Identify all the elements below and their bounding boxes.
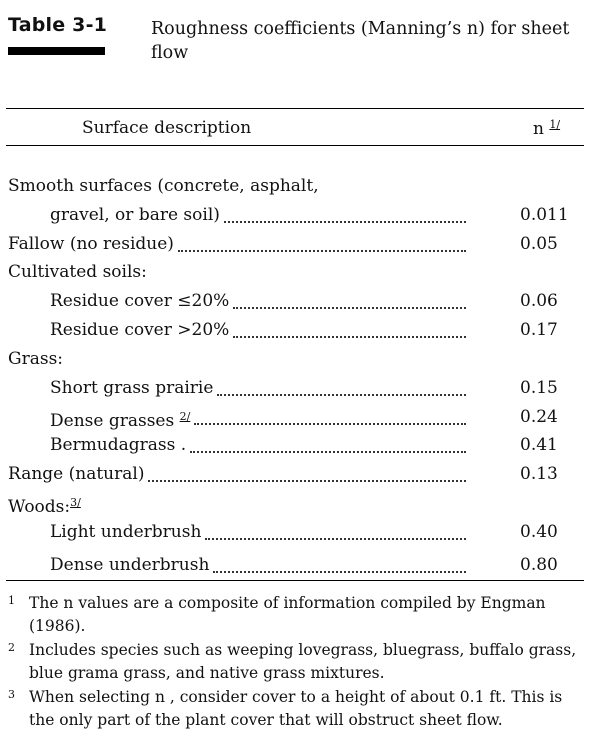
table-label: Table 3-1 bbox=[8, 14, 108, 36]
table-row: Cultivated soils: bbox=[8, 258, 584, 286]
footnote-number: 3 bbox=[8, 688, 15, 701]
leader-dots bbox=[224, 220, 466, 223]
leader-dots bbox=[213, 570, 466, 573]
leader-dots bbox=[233, 306, 466, 309]
footnote-1-link[interactable]: 1/ bbox=[549, 118, 561, 131]
row-value: 0.06 bbox=[520, 291, 558, 311]
row-description: Dense grasses 2/ bbox=[50, 403, 190, 431]
row-description: Residue cover ≤20% bbox=[50, 291, 230, 311]
leader-dots bbox=[178, 249, 466, 252]
row-description: gravel, or bare soil) bbox=[50, 205, 220, 225]
table-row: Dense grasses 2/0.24 bbox=[8, 403, 584, 431]
footnote-item: 1 The n values are a composite of informa… bbox=[8, 592, 584, 638]
table-row: Short grass prairie 0.15 bbox=[8, 374, 584, 402]
row-description-text: Woods: bbox=[8, 497, 71, 517]
table-label-bar bbox=[8, 47, 105, 55]
header-rule bbox=[6, 145, 584, 146]
row-value: 0.05 bbox=[520, 234, 558, 254]
table-row: Smooth surfaces (concrete, asphalt, bbox=[8, 172, 584, 200]
footnote-3-link[interactable]: 3/ bbox=[70, 496, 81, 509]
row-value: 0.17 bbox=[520, 320, 558, 340]
leader-dots bbox=[205, 537, 466, 540]
row-value: 0.80 bbox=[520, 555, 558, 575]
row-description: Short grass prairie bbox=[50, 378, 214, 398]
footnote-text: When selecting n , consider cover to a h… bbox=[29, 688, 563, 729]
row-description: Light underbrush bbox=[50, 522, 202, 542]
leader-dots bbox=[148, 479, 466, 482]
footnote-number: 1 bbox=[8, 594, 15, 607]
footnote-text: Includes species such as weeping lovegra… bbox=[29, 641, 577, 682]
row-description: Woods:3/ bbox=[8, 489, 81, 517]
row-value: 0.40 bbox=[520, 522, 558, 542]
row-description: Dense underbrush bbox=[50, 555, 210, 575]
row-description: Cultivated soils: bbox=[8, 262, 147, 282]
leader-dots bbox=[233, 335, 466, 338]
row-value: 0.24 bbox=[520, 407, 558, 427]
row-description: Range (natural) bbox=[8, 464, 145, 484]
footnote-text: The n values are a composite of informat… bbox=[29, 594, 546, 635]
table-row: Bermudagrass . 0.41 bbox=[8, 431, 584, 459]
table-row: Light underbrush 0.40 bbox=[8, 518, 584, 546]
row-value: 0.011 bbox=[520, 205, 569, 225]
row-description-text: Dense grasses bbox=[50, 411, 175, 431]
top-rule bbox=[6, 108, 584, 109]
table-row: Grass: bbox=[8, 345, 584, 373]
table-title: Roughness coefficients (Manning’s n) for… bbox=[151, 19, 570, 63]
row-description: Smooth surfaces (concrete, asphalt, bbox=[8, 176, 319, 196]
column-header-description: Surface description bbox=[82, 118, 252, 138]
bottom-rule bbox=[6, 580, 584, 581]
footnotes: 1 The n values are a composite of informa… bbox=[8, 592, 584, 733]
row-description: Residue cover >20% bbox=[50, 320, 230, 340]
table-row: Range (natural) 0.13 bbox=[8, 460, 584, 488]
column-header-n-text: n bbox=[533, 119, 544, 139]
row-description: Fallow (no residue) bbox=[8, 234, 174, 254]
row-value: 0.15 bbox=[520, 378, 558, 398]
footnote-number: 2 bbox=[8, 641, 15, 654]
footnote-2-link[interactable]: 2/ bbox=[179, 410, 191, 423]
table-row: Dense underbrush 0.80 bbox=[8, 551, 584, 579]
leader-dots bbox=[194, 422, 466, 425]
row-description: Bermudagrass . bbox=[50, 435, 187, 455]
row-value: 0.41 bbox=[520, 435, 558, 455]
row-value: 0.13 bbox=[520, 464, 558, 484]
table-row: Residue cover >20% 0.17 bbox=[8, 316, 584, 344]
column-header-n: n 1/ bbox=[533, 118, 560, 139]
table-row: Fallow (no residue) 0.05 bbox=[8, 230, 584, 258]
footnote-item: 3 When selecting n , consider cover to a … bbox=[8, 686, 584, 732]
row-description: Grass: bbox=[8, 349, 64, 369]
table-row: gravel, or bare soil) 0.011 bbox=[8, 201, 584, 229]
table-row: Woods:3/ bbox=[8, 489, 584, 517]
leader-dots bbox=[190, 450, 466, 453]
table-row: Residue cover ≤20% 0.06 bbox=[8, 287, 584, 315]
footnote-item: 2 Includes species such as weeping lovegr… bbox=[8, 639, 584, 685]
leader-dots bbox=[217, 393, 466, 396]
